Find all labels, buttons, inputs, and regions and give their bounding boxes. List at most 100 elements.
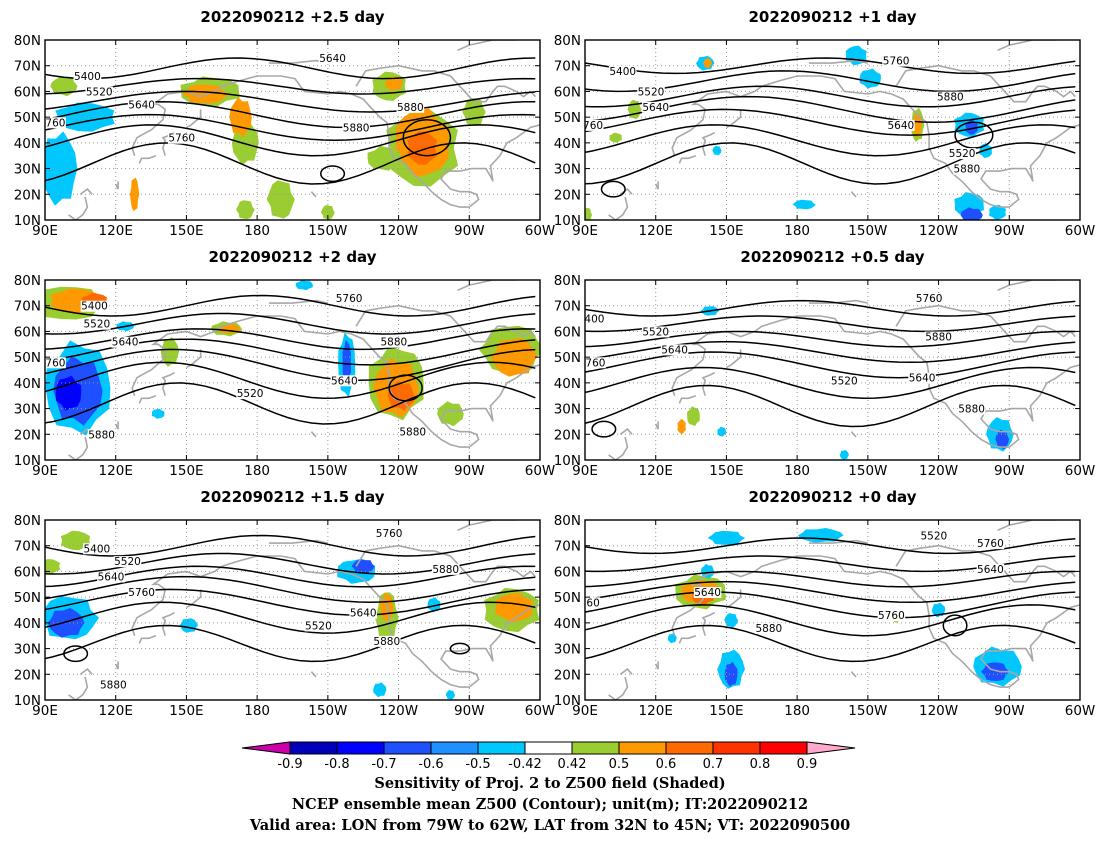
- sensitivity-shade: [47, 608, 85, 638]
- coastline: [895, 64, 1076, 103]
- contour-label-bg: [431, 563, 460, 575]
- contour-label-bg: [97, 571, 125, 583]
- colorbar-segment: [336, 741, 385, 755]
- contour-label: 5520: [642, 326, 669, 338]
- contour-label: 5640: [98, 572, 125, 584]
- contour-label-bg: [396, 101, 425, 113]
- contour-label: 5640: [112, 337, 139, 349]
- lat-tick-label: 20N: [14, 667, 41, 683]
- coastline: [68, 676, 89, 700]
- contour-label-bg: [127, 587, 156, 598]
- coastline: [619, 668, 633, 675]
- z500-contour: [585, 108, 1076, 136]
- lon-tick-label: 150W: [848, 223, 887, 239]
- colorbar-segment: [759, 741, 808, 755]
- panel-title: 2022090212 +1.5 day: [200, 488, 384, 506]
- sensitivity-shade: [717, 426, 726, 437]
- contour-label-bg: [330, 375, 359, 387]
- z500-closed-contour: [942, 614, 968, 637]
- coastline: [997, 280, 1057, 292]
- lat-tick-label: 40N: [554, 616, 581, 632]
- contour-label: 5640: [694, 587, 721, 599]
- colorbar-label: 0.9: [797, 757, 818, 772]
- contour-label-bg: [87, 429, 116, 441]
- colorbar-label: -0.9: [277, 757, 302, 772]
- contour-label-bg: [73, 71, 102, 82]
- map-frame: [44, 519, 541, 701]
- coastline: [138, 154, 157, 164]
- lon-tick-label: 90E: [572, 703, 598, 719]
- contour-label-bg: [585, 313, 606, 325]
- coastline: [68, 436, 89, 460]
- lat-tick-label: 30N: [14, 642, 41, 658]
- contour-label: 5640: [331, 375, 358, 387]
- sensitivity-shade: [677, 419, 686, 434]
- contour-label-bg: [372, 635, 401, 647]
- z500-contour: [585, 384, 1076, 428]
- panel-title: 2022090212 +2.5 day: [200, 8, 384, 26]
- sensitivity-shade: [490, 337, 538, 377]
- coastline: [138, 634, 157, 644]
- caption-line-3: Valid area: LON from 79W to 62W, LAT fro…: [249, 817, 851, 834]
- lon-tick-label: 120W: [919, 463, 958, 479]
- z500-contour: [45, 601, 536, 634]
- contour-label: 5400: [83, 543, 110, 555]
- contour-label-bg: [127, 99, 156, 111]
- colorbar-arrow-low: [241, 741, 291, 755]
- colorbar-label: 0.6: [656, 757, 677, 772]
- lat-tick-label: 30N: [554, 402, 581, 418]
- colorbar-segment: [430, 741, 479, 755]
- coastline: [678, 394, 697, 404]
- panel-title: 2022090212 +0.5 day: [740, 248, 924, 266]
- sensitivity-shade: [295, 280, 313, 291]
- z500-closed-contour: [600, 180, 626, 198]
- contour-label: 5880: [432, 564, 459, 576]
- contour-label-bg: [83, 543, 111, 555]
- lon-tick-label: 180: [784, 703, 810, 719]
- contour-label: 5640: [642, 102, 669, 114]
- sensitivity-shade: [965, 120, 978, 135]
- contour-label-bg: [920, 530, 948, 542]
- contour-label-bg: [45, 357, 66, 369]
- lat-tick-label: 70N: [14, 299, 41, 315]
- lon-tick-label: 90E: [32, 703, 58, 719]
- contour-label: 5880: [343, 122, 370, 134]
- sensitivity-shade: [667, 633, 677, 644]
- contour-label: 5400: [81, 301, 108, 313]
- coastline: [654, 661, 659, 670]
- lon-tick-label: 150E: [169, 463, 203, 479]
- lat-tick-label: 60N: [14, 84, 41, 100]
- coastline: [671, 75, 1080, 208]
- z500-contour: [45, 90, 536, 113]
- coastline: [457, 520, 517, 532]
- z500-contour: [585, 85, 1076, 108]
- sensitivity-shade: [229, 97, 252, 138]
- contour-label: 5880: [373, 636, 400, 648]
- colorbar-segment: [665, 741, 714, 755]
- coastline: [671, 555, 1080, 688]
- sensitivity-shade: [407, 131, 437, 165]
- sensitivity-shade: [712, 145, 722, 156]
- contour-label: 5880: [937, 92, 964, 104]
- z500-contour: [45, 312, 536, 335]
- lat-tick-label: 10N: [554, 213, 581, 229]
- colorbar-segment: [618, 741, 667, 755]
- contour-label-bg: [641, 101, 670, 113]
- contour-label: 5640: [319, 53, 346, 65]
- coastline: [457, 40, 517, 52]
- contour-label-bg: [349, 607, 378, 619]
- contour-label-bg: [755, 623, 783, 634]
- z500-contour: [585, 591, 1076, 619]
- contour-label: 5880: [380, 337, 407, 349]
- z500-contour: [585, 537, 1076, 555]
- coastline: [808, 299, 869, 304]
- contour-label: 5520: [638, 86, 665, 98]
- lat-tick-label: 70N: [554, 59, 581, 75]
- sensitivity-shade: [609, 132, 622, 143]
- lat-tick-label: 10N: [14, 693, 41, 709]
- lon-tick-label: 150E: [709, 703, 743, 719]
- contour-label: 5760: [878, 610, 905, 622]
- contour-label-bg: [111, 336, 139, 348]
- contour-label: 5520: [949, 148, 976, 160]
- contour-label: 5520: [86, 86, 113, 98]
